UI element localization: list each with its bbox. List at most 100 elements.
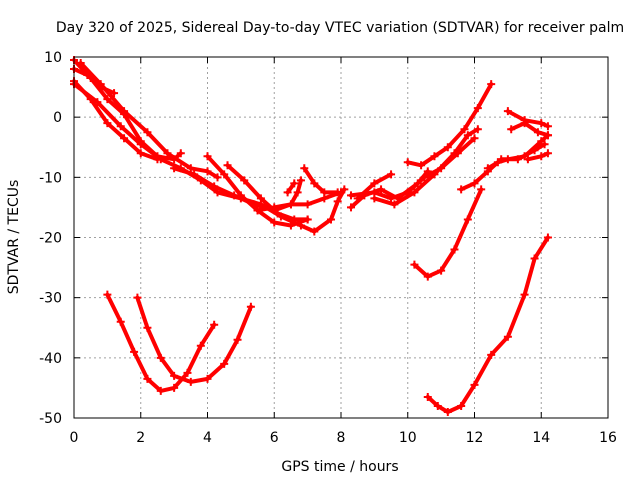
data-series bbox=[70, 56, 552, 416]
series-line bbox=[105, 292, 217, 393]
series-track-n bbox=[353, 170, 396, 203]
data-point bbox=[543, 233, 552, 242]
data-point bbox=[213, 173, 222, 182]
x-axis-label: GPS time / hours bbox=[281, 459, 398, 475]
data-point bbox=[353, 194, 362, 203]
data-point bbox=[530, 254, 539, 263]
data-point bbox=[450, 245, 459, 254]
data-point bbox=[443, 407, 452, 416]
data-point bbox=[347, 191, 356, 200]
data-point bbox=[143, 323, 152, 332]
series-line bbox=[412, 187, 484, 279]
data-point bbox=[186, 377, 195, 386]
data-point bbox=[143, 128, 152, 137]
data-point bbox=[120, 107, 129, 116]
series-line bbox=[485, 133, 550, 171]
data-point bbox=[203, 167, 212, 176]
series-line bbox=[505, 109, 550, 129]
y-axis-label: SDTVAR / TECUs bbox=[6, 180, 22, 295]
data-point bbox=[230, 191, 239, 200]
data-point bbox=[477, 185, 486, 194]
data-point bbox=[130, 347, 139, 356]
data-point bbox=[387, 170, 396, 179]
data-point bbox=[233, 335, 242, 344]
data-point bbox=[290, 215, 299, 224]
data-point bbox=[220, 359, 229, 368]
x-tick-labels: 0 2 4 6 8 10 12 14 16 bbox=[70, 430, 617, 446]
x-tick-label: 2 bbox=[136, 430, 145, 446]
data-point bbox=[273, 209, 282, 218]
data-point bbox=[390, 200, 399, 209]
y-tick-labels: 10 0 -10 -20 -30 -40 -50 bbox=[39, 50, 62, 427]
data-point bbox=[333, 188, 342, 197]
data-point bbox=[163, 149, 172, 158]
data-point bbox=[76, 59, 85, 68]
y-tick-label: 10 bbox=[44, 50, 62, 66]
data-point bbox=[133, 293, 142, 302]
data-point bbox=[303, 200, 312, 209]
series-track-k bbox=[300, 164, 342, 197]
data-point bbox=[176, 149, 185, 158]
series-line bbox=[509, 121, 550, 138]
data-point bbox=[286, 221, 295, 230]
series-track-p bbox=[403, 80, 496, 170]
data-point bbox=[423, 272, 432, 281]
data-point bbox=[523, 155, 532, 164]
data-point bbox=[286, 200, 295, 209]
data-point bbox=[156, 386, 165, 395]
data-point bbox=[503, 107, 512, 116]
data-point bbox=[170, 383, 179, 392]
series-track-s bbox=[483, 131, 552, 173]
series-track-o bbox=[370, 125, 482, 209]
data-point bbox=[503, 155, 512, 164]
data-point bbox=[256, 194, 265, 203]
data-point bbox=[403, 158, 412, 167]
data-point bbox=[537, 152, 546, 161]
data-point bbox=[543, 149, 552, 158]
data-point bbox=[240, 176, 249, 185]
series-line bbox=[302, 166, 340, 195]
data-point bbox=[93, 98, 102, 107]
data-point bbox=[320, 188, 329, 197]
x-tick-label: 16 bbox=[599, 430, 617, 446]
data-point bbox=[520, 290, 529, 299]
series-line bbox=[255, 190, 343, 213]
data-point bbox=[487, 350, 496, 359]
data-point bbox=[410, 260, 419, 269]
data-point bbox=[493, 158, 502, 167]
data-point bbox=[116, 317, 125, 326]
series-line bbox=[72, 82, 347, 234]
data-point bbox=[186, 164, 195, 173]
x-tick-label: 14 bbox=[532, 430, 550, 446]
data-point bbox=[333, 197, 342, 206]
data-point bbox=[457, 401, 466, 410]
series-line bbox=[285, 181, 297, 195]
data-point bbox=[210, 320, 219, 329]
x-tick-label: 8 bbox=[337, 430, 346, 446]
data-point bbox=[430, 152, 439, 161]
data-point bbox=[347, 203, 356, 212]
y-tick-label: -30 bbox=[39, 291, 62, 307]
data-point bbox=[537, 119, 546, 128]
data-point bbox=[450, 149, 459, 158]
data-point bbox=[417, 161, 426, 170]
data-point bbox=[463, 131, 472, 140]
data-point bbox=[520, 119, 529, 128]
data-point bbox=[487, 80, 496, 89]
data-point bbox=[326, 215, 335, 224]
data-point bbox=[437, 266, 446, 275]
series-track-q bbox=[410, 185, 486, 281]
series-track-j bbox=[283, 179, 299, 197]
x-tick-label: 10 bbox=[399, 430, 417, 446]
data-point bbox=[236, 191, 245, 200]
x-tick-label: 6 bbox=[270, 430, 279, 446]
data-point bbox=[183, 368, 192, 377]
data-point bbox=[203, 152, 212, 161]
data-point bbox=[283, 188, 292, 197]
data-point bbox=[223, 161, 232, 170]
data-point bbox=[473, 104, 482, 113]
data-point bbox=[293, 188, 302, 197]
data-point bbox=[543, 131, 552, 140]
data-point bbox=[387, 194, 396, 203]
data-point bbox=[220, 170, 229, 179]
